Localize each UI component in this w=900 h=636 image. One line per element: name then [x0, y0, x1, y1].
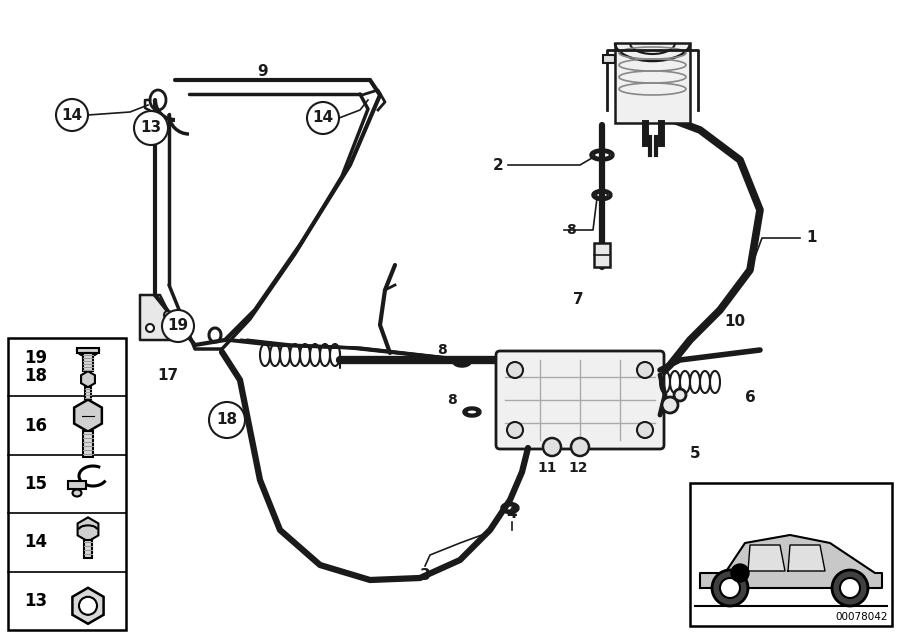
Circle shape: [79, 597, 97, 615]
Bar: [603, 55, 615, 63]
Text: 19
18: 19 18: [24, 349, 48, 385]
Text: 9: 9: [257, 64, 268, 80]
Circle shape: [507, 422, 523, 438]
Circle shape: [712, 570, 748, 606]
Bar: [83, 353, 93, 371]
Circle shape: [674, 389, 686, 401]
Polygon shape: [748, 545, 785, 571]
Circle shape: [832, 570, 868, 606]
Text: 8: 8: [566, 223, 576, 237]
Circle shape: [307, 102, 339, 134]
Text: 6: 6: [744, 391, 755, 406]
Text: 14: 14: [24, 534, 48, 551]
Text: 10: 10: [724, 314, 745, 329]
Circle shape: [720, 578, 740, 598]
Text: 14: 14: [61, 107, 83, 123]
Circle shape: [507, 362, 523, 378]
Bar: [77, 348, 99, 353]
Circle shape: [731, 564, 749, 582]
Circle shape: [571, 438, 589, 456]
Bar: [84, 541, 92, 558]
Polygon shape: [700, 535, 882, 588]
Bar: [615, 43, 690, 123]
Bar: [8, 338, 126, 630]
Circle shape: [162, 310, 194, 342]
Text: 13: 13: [24, 592, 48, 610]
Circle shape: [840, 578, 860, 598]
Polygon shape: [140, 295, 175, 340]
Polygon shape: [788, 545, 825, 571]
Text: 1: 1: [806, 230, 817, 245]
Text: 16: 16: [24, 417, 48, 434]
Text: 00078042: 00078042: [835, 612, 888, 622]
Text: 15: 15: [24, 475, 48, 493]
Circle shape: [662, 397, 678, 413]
Text: 2: 2: [492, 158, 503, 172]
Text: 7: 7: [572, 293, 583, 307]
Text: 18: 18: [216, 413, 238, 427]
Ellipse shape: [73, 490, 82, 497]
Text: 5: 5: [689, 445, 700, 460]
Text: 17: 17: [158, 368, 178, 382]
Text: 4: 4: [507, 506, 517, 520]
Circle shape: [56, 99, 88, 131]
Bar: [594, 243, 610, 267]
Text: 19: 19: [167, 319, 189, 333]
Bar: [83, 431, 93, 457]
Circle shape: [543, 438, 561, 456]
Text: 12: 12: [568, 461, 588, 475]
Bar: [690, 483, 892, 626]
FancyBboxPatch shape: [496, 351, 664, 449]
Text: 14: 14: [312, 111, 334, 125]
Bar: [85, 387, 91, 399]
Text: 8: 8: [447, 393, 457, 407]
Circle shape: [637, 422, 653, 438]
Circle shape: [209, 402, 245, 438]
Circle shape: [164, 311, 172, 319]
Text: 8: 8: [437, 343, 447, 357]
Text: 3: 3: [419, 569, 430, 583]
Circle shape: [134, 111, 168, 145]
Circle shape: [637, 362, 653, 378]
Text: 13: 13: [140, 120, 162, 135]
Circle shape: [146, 324, 154, 332]
Text: 11: 11: [537, 461, 557, 475]
Bar: [68, 481, 86, 489]
